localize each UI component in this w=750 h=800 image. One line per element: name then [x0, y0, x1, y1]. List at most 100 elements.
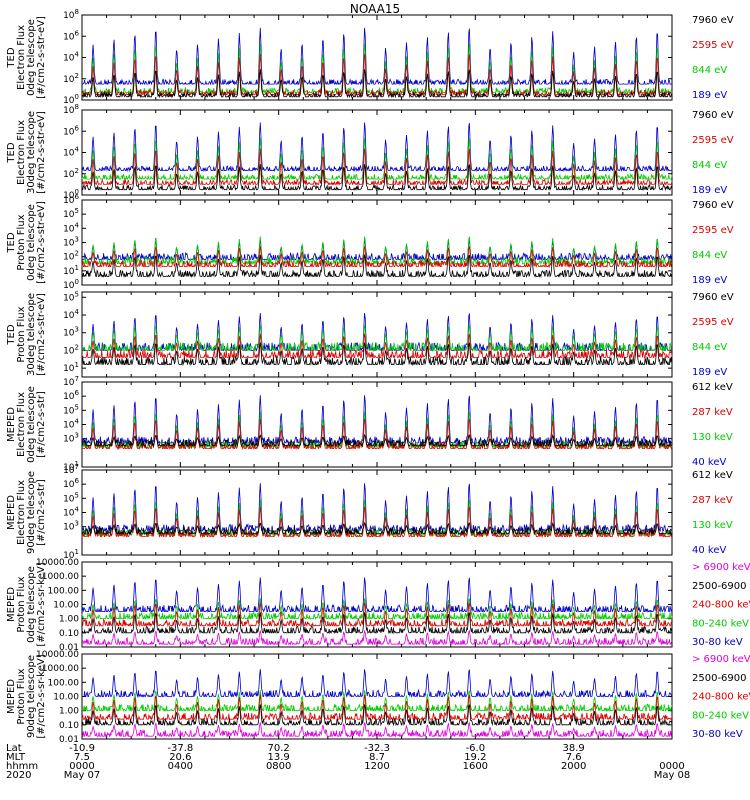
y-axis-label: [#/cm2-s-str] [36, 479, 47, 546]
y-tick-label: 0.10 [59, 721, 79, 731]
y-axis-label: TED [6, 47, 17, 68]
series-line [81, 521, 672, 536]
y-tick-label: 102 [63, 72, 79, 85]
y-axis-label: MEPED [6, 587, 17, 622]
series-line [81, 499, 673, 537]
channel-label: 2595 eV [692, 225, 734, 236]
series-line [81, 577, 673, 614]
panel-7: 0.01 0.10 1.00 10.00 100.00 1000.00 10000.00 ME… [6, 558, 750, 653]
footer-value: 13.9 [268, 752, 290, 763]
channel-label: 2595 eV [692, 317, 734, 328]
channel-label: 80-240 keV [692, 710, 749, 721]
y-tick-label: 100.00 [48, 678, 80, 688]
footer-value: 38.9 [563, 743, 585, 754]
footer-value: 1600 [463, 761, 488, 772]
channel-label: 189 eV [692, 185, 727, 196]
y-tick-label: 102 [63, 343, 79, 356]
channel-label: 30-80 keV [692, 729, 743, 740]
series-line [81, 694, 673, 721]
y-tick-label: 10000.00 [36, 558, 79, 568]
channel-label: 40 keV [692, 457, 726, 468]
y-axis-label: Proton Flux [16, 214, 27, 270]
y-axis-label: 0deg telescope [26, 204, 37, 281]
series-line [82, 411, 673, 449]
y-axis-label: MEPED [6, 679, 17, 714]
series-line [82, 418, 672, 451]
y-tick-label: 106 [63, 124, 79, 137]
series-line [81, 506, 672, 539]
footer-value: 1200 [364, 761, 389, 772]
panel-frame [81, 561, 673, 648]
y-axis-label: Proton Flux [16, 576, 27, 632]
series-line [81, 598, 673, 621]
footer-value: May 08 [654, 770, 691, 781]
channel-label: > 6900 keV [692, 562, 750, 573]
y-axis-label: [#/cm2-s-str] [36, 391, 47, 458]
footer-value: 0400 [168, 761, 193, 772]
y-axis-label: MEPED [6, 407, 17, 442]
footer-value: May 07 [64, 770, 101, 781]
footer-row-label: MLT [6, 752, 26, 763]
footer-value: -10.9 [69, 743, 95, 754]
series-line [81, 629, 673, 646]
series-line [81, 324, 672, 352]
series-line [82, 239, 673, 262]
channel-label: 7960 eV [692, 200, 734, 211]
series-line [82, 669, 673, 699]
series-line [82, 312, 673, 352]
channel-label: 612 keV [692, 470, 733, 481]
footer-value: -6.0 [466, 743, 486, 754]
y-axis-label: 0deg telescope [26, 386, 37, 463]
y-tick-label: 100 [63, 278, 79, 291]
y-tick-label: 1.00 [59, 707, 79, 717]
series-line [81, 148, 673, 186]
series-line [81, 721, 672, 738]
channel-label: 287 keV [692, 495, 733, 506]
y-tick-label: 0.01 [59, 735, 79, 745]
channel-label: 2500-6900 [692, 673, 747, 684]
channel-label: 240-800 keV [692, 600, 750, 611]
channel-label: 189 eV [692, 367, 727, 378]
channel-label: 7960 eV [692, 292, 734, 303]
channel-label: 130 keV [692, 520, 733, 531]
footer-value: 2000 [561, 761, 586, 772]
y-tick-label: 103 [63, 520, 79, 533]
y-tick-label: 107 [63, 375, 79, 388]
series-line [81, 612, 673, 635]
series-line [82, 690, 673, 713]
channel-label: 240-800 keV [692, 692, 750, 703]
y-axis-label: [#/cm2-s-str-eV] [36, 111, 47, 194]
y-tick-label: 102 [63, 167, 79, 180]
y-tick-label: 104 [63, 221, 79, 234]
panel-4: 101 102 103 104 105 TED Proton Flux 30deg teles… [6, 290, 734, 378]
y-tick-label: 105 [63, 290, 79, 303]
series-line [81, 704, 673, 727]
y-axis-label: 0deg telescope [26, 19, 37, 96]
channel-label: 2595 eV [692, 40, 734, 51]
footer-row-label: Lat [6, 743, 22, 754]
panel-8: 0.01 0.10 1.00 10.00 100.00 1000.00 10000.00 ME… [6, 650, 750, 745]
series-line [81, 433, 672, 448]
channel-label: 189 eV [692, 90, 727, 101]
footer-row-label: 2020 [6, 770, 31, 781]
y-axis-label: Electron Flux [16, 392, 27, 457]
y-axis-label: 0deg telescope [26, 566, 37, 643]
footer-value: 0800 [266, 761, 291, 772]
y-tick-label: 104 [63, 506, 79, 519]
channel-label: 612 keV [692, 382, 733, 393]
footer-value: 8.7 [369, 752, 385, 763]
chart-title: NOAA15 [349, 2, 401, 16]
y-axis-label: 90deg telescope [26, 655, 37, 738]
series-line [82, 483, 672, 533]
channel-label: 2595 eV [692, 135, 734, 146]
y-axis-label: Proton Flux [16, 306, 27, 362]
channel-label: 844 eV [692, 250, 727, 261]
y-axis-label: Proton Flux [16, 668, 27, 724]
y-axis-label: [#/cm2-s-str-eV] [36, 201, 47, 284]
y-axis-label: [#/cm2-s-str-eV] [36, 16, 47, 99]
y-tick-label: 108 [63, 8, 79, 21]
